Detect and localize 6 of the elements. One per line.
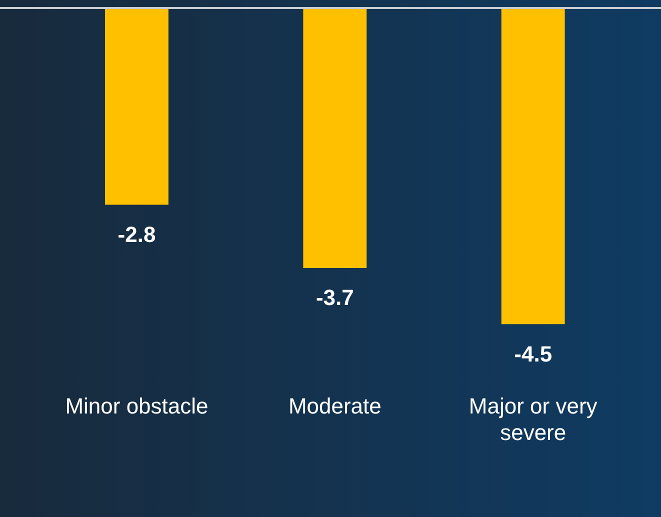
data-label: -3.7 <box>316 285 354 310</box>
data-label: -2.8 <box>118 222 156 247</box>
x-tick-label: Minor obstacle <box>65 393 208 418</box>
x-tick-label: Major or very severe <box>468 393 598 445</box>
x-tick-label: Moderate <box>288 393 382 418</box>
data-label: -4.5 <box>514 341 552 366</box>
